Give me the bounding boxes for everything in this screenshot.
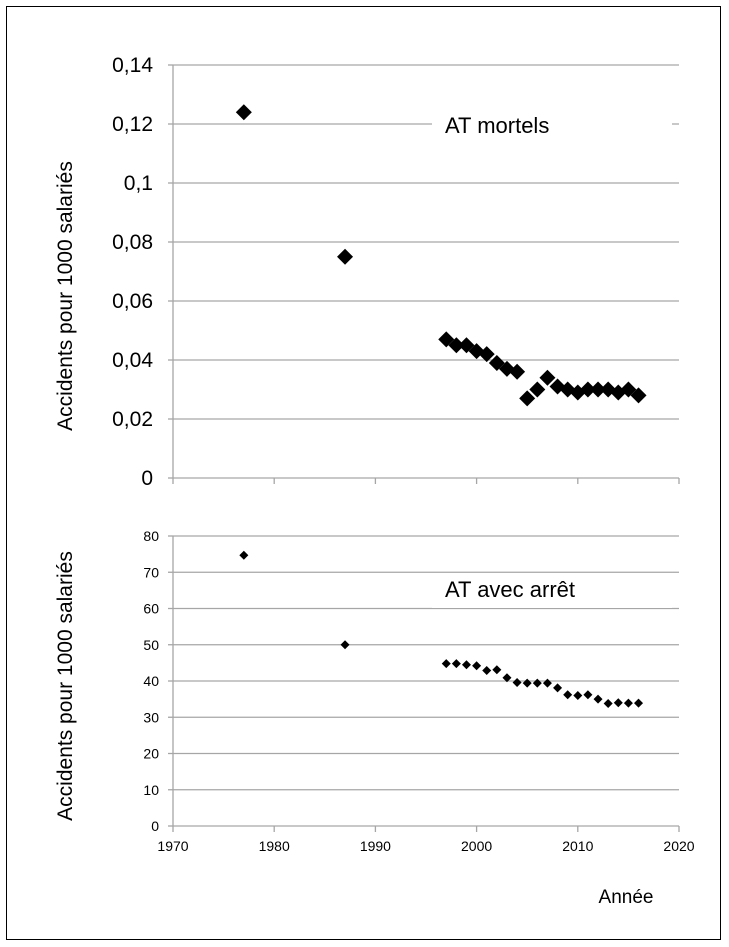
data-point <box>590 381 607 398</box>
data-point <box>630 387 647 404</box>
data-point <box>623 698 633 708</box>
bottom-x-ticks: 1970 1980 1990 2000 2010 2020 <box>157 838 694 854</box>
data-point <box>438 331 455 348</box>
x-tick-label: 2000 <box>461 838 492 854</box>
y-tick-label: 0 <box>141 467 153 490</box>
data-point <box>579 381 596 398</box>
data-point <box>583 690 593 700</box>
bottom-points <box>239 550 644 708</box>
top-points <box>235 104 647 407</box>
data-point <box>239 550 249 560</box>
x-tick-label: 1980 <box>259 838 290 854</box>
data-point <box>482 665 492 675</box>
y-tick-label: 50 <box>143 637 159 653</box>
data-point <box>448 337 465 354</box>
y-tick-label: 80 <box>143 528 159 544</box>
data-point <box>509 363 526 380</box>
data-point <box>235 104 252 121</box>
y-tick-label: 60 <box>143 601 159 617</box>
data-point <box>573 691 583 700</box>
top-grid <box>168 64 680 484</box>
data-point <box>532 678 542 688</box>
data-point <box>529 381 546 398</box>
data-point <box>498 360 515 377</box>
x-axis-title: Année <box>599 887 654 908</box>
data-point <box>553 683 563 693</box>
top-annotation-bg <box>432 108 672 142</box>
data-point <box>539 369 556 386</box>
bottom-annotation-bg <box>432 574 672 608</box>
data-point <box>451 659 461 669</box>
x-tick-label: 1990 <box>360 838 391 854</box>
data-point <box>512 677 522 687</box>
data-point <box>337 248 354 265</box>
y-tick-label: 0,08 <box>112 231 153 254</box>
data-point <box>542 678 552 688</box>
x-tick-label: 2010 <box>562 838 593 854</box>
data-point <box>519 390 536 407</box>
y-tick-label: 0 <box>151 818 159 834</box>
bottom-y-ticks: 0 10 20 30 40 50 60 70 80 <box>143 528 159 834</box>
data-point <box>593 694 603 704</box>
y-tick-label: 40 <box>143 673 159 689</box>
data-point <box>340 640 350 650</box>
data-point <box>488 354 505 371</box>
top-y-axis-label: Accidents pour 1000 salariés <box>54 161 77 431</box>
bottom-annotation: AT avec arrêt <box>445 577 575 602</box>
x-tick-label: 2020 <box>663 838 694 854</box>
y-tick-label: 0,06 <box>112 290 153 313</box>
y-tick-label: 70 <box>143 564 159 580</box>
data-point <box>522 678 532 688</box>
y-tick-label: 0,1 <box>124 172 153 195</box>
data-point <box>441 659 451 669</box>
data-point <box>620 381 637 398</box>
data-point <box>478 346 495 363</box>
bottom-grid <box>168 535 680 832</box>
data-point <box>634 698 644 708</box>
data-point <box>603 698 613 708</box>
data-point <box>502 673 512 683</box>
y-tick-label: 10 <box>143 782 159 798</box>
data-point <box>461 660 471 670</box>
y-tick-label: 30 <box>143 709 159 725</box>
data-point <box>613 698 623 708</box>
data-point <box>563 690 573 700</box>
y-tick-label: 0,12 <box>112 113 153 136</box>
top-annotation: AT mortels <box>445 113 549 138</box>
y-tick-label: 0,14 <box>112 54 153 77</box>
data-point <box>492 665 502 675</box>
y-tick-label: 20 <box>143 746 159 762</box>
x-tick-label: 1970 <box>157 838 188 854</box>
chart-frame <box>6 6 721 940</box>
bottom-y-axis-label: Accidents pour 1000 salariés <box>54 551 77 821</box>
data-point <box>458 337 475 354</box>
data-point <box>472 661 482 671</box>
top-y-ticks: 0 0,02 0,04 0,06 0,08 0,1 0,12 0,14 <box>112 54 153 490</box>
y-tick-label: 0,04 <box>112 349 153 372</box>
y-tick-label: 0,02 <box>112 408 153 431</box>
